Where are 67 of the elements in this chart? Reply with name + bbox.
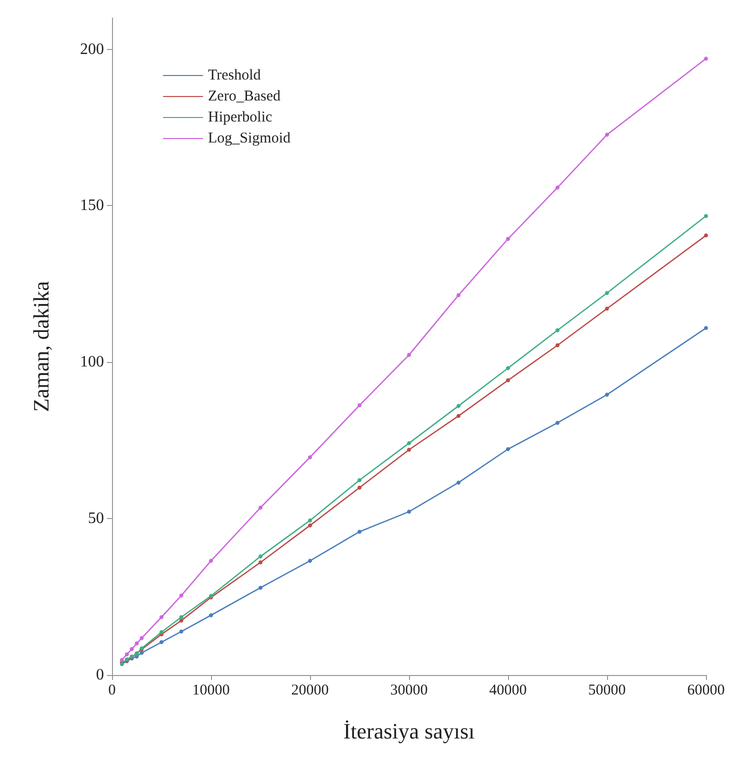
point [506, 447, 510, 452]
y-tick-label: 200 [80, 40, 104, 58]
x-tick-label: 10000 [192, 682, 230, 698]
point [308, 558, 312, 563]
point [308, 523, 312, 528]
point [179, 594, 184, 598]
x-axis-title: İterasiya sayısı [343, 718, 475, 744]
point [456, 480, 460, 485]
x-tick-label: 60000 [687, 682, 725, 698]
legend-label: Log_Sigmoid [208, 130, 292, 146]
y-tick-label: 100 [80, 354, 104, 371]
point [556, 328, 560, 332]
point [358, 403, 362, 408]
point [704, 326, 708, 330]
point [358, 530, 362, 534]
point [506, 378, 510, 382]
point [704, 214, 708, 218]
point [308, 518, 312, 522]
legend-label: Treshold [208, 68, 262, 84]
point [179, 630, 184, 634]
point [120, 658, 124, 662]
x-tick-label: 40000 [489, 682, 527, 698]
point [506, 366, 510, 370]
point [258, 560, 262, 564]
point [407, 448, 411, 452]
point [160, 640, 164, 644]
point [407, 352, 411, 357]
y-axis-title: Zaman, dakika [28, 280, 54, 412]
point [179, 615, 184, 620]
point [407, 510, 411, 514]
point [605, 132, 609, 137]
point [605, 306, 609, 311]
point [134, 641, 139, 646]
point [209, 558, 213, 563]
point [258, 586, 262, 590]
point [358, 486, 362, 490]
point [704, 233, 708, 238]
point [605, 291, 609, 295]
point [258, 506, 262, 510]
point [605, 392, 609, 397]
y-tick-label: 150 [80, 197, 104, 214]
point [556, 343, 560, 348]
point [556, 420, 560, 425]
x-tick-label: 20000 [291, 682, 329, 698]
y-tick-label: 50 [88, 510, 104, 528]
point [407, 441, 411, 446]
point [124, 652, 129, 656]
point [704, 56, 708, 61]
point [456, 414, 460, 418]
point [209, 613, 213, 618]
x-tick-label: 50000 [588, 682, 626, 698]
point [140, 636, 144, 640]
x-tick-label: 30000 [390, 682, 428, 698]
y-tick-label: 0 [96, 666, 104, 684]
point [556, 186, 560, 190]
point [506, 236, 510, 241]
point [160, 615, 164, 620]
x-tick-label: 0 [108, 682, 116, 698]
point [358, 478, 362, 482]
legend-label: Hiperbolic [208, 110, 272, 126]
point [308, 455, 312, 460]
point [456, 293, 460, 298]
point [258, 554, 262, 558]
point [456, 404, 460, 408]
point [130, 647, 134, 652]
legend-label: Zero_Based [208, 88, 281, 104]
point [179, 618, 184, 623]
